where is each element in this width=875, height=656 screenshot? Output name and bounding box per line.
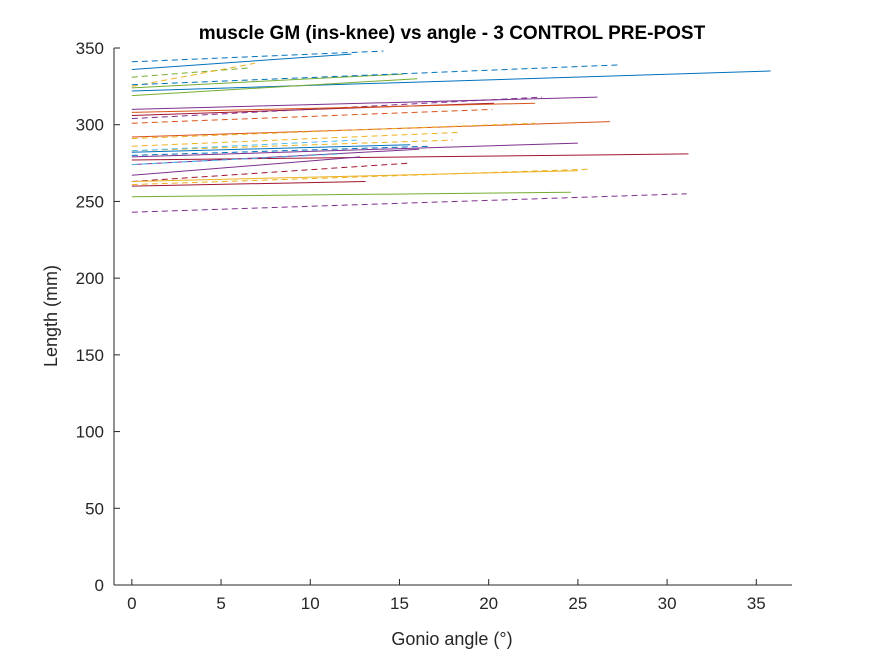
x-tick-label: 15 (390, 594, 409, 613)
series-line-14 (131, 121, 611, 138)
x-tick-label: 10 (301, 594, 320, 613)
series-line-19 (131, 144, 411, 153)
x-tick-label: 30 (658, 594, 677, 613)
y-tick-label: 250 (76, 192, 104, 211)
axes-layer (113, 48, 792, 586)
y-tick-label: 100 (76, 423, 104, 442)
y-tick-label: 0 (95, 576, 104, 595)
series-line-16 (131, 131, 461, 147)
series-line-12 (131, 102, 536, 113)
series-line-17 (131, 139, 454, 152)
y-tick-label: 50 (85, 499, 104, 518)
y-tick-label: 350 (76, 39, 104, 58)
x-tick-label: 20 (479, 594, 498, 613)
series-line-5 (131, 70, 771, 92)
series-line-1 (131, 53, 352, 70)
series-line-8 (131, 64, 619, 86)
x-tick-label: 0 (127, 594, 136, 613)
series-line-30 (131, 191, 571, 198)
plot-area (114, 48, 792, 585)
series-layer (131, 50, 771, 213)
y-tick-label: 300 (76, 116, 104, 135)
x-tick-label: 35 (747, 594, 766, 613)
series-line-18 (131, 139, 357, 152)
series-line-29 (131, 181, 366, 187)
series-line-6 (131, 78, 418, 97)
series-line-27 (131, 168, 589, 186)
series-line-24 (131, 153, 343, 166)
series-line-7 (131, 73, 404, 89)
x-tick-label: 5 (216, 594, 225, 613)
y-tick-label: 200 (76, 269, 104, 288)
series-line-22 (131, 153, 689, 161)
series-line-28 (131, 170, 578, 182)
series-line-13 (131, 108, 493, 124)
x-axis-label: Gonio angle (°) (391, 629, 512, 649)
series-line-9 (131, 96, 598, 110)
chart-title: muscle GM (ins-knee) vs angle - 3 CONTRO… (199, 23, 706, 44)
series-line-31 (131, 193, 687, 213)
series-line-2 (131, 50, 384, 63)
y-axis-label: Length (mm) (41, 265, 61, 367)
series-line-4 (131, 62, 256, 87)
series-line-21 (131, 142, 578, 158)
x-tick-label: 25 (568, 594, 587, 613)
series-line-15 (131, 122, 536, 139)
series-line-25 (131, 156, 361, 176)
y-tick-label: 150 (76, 346, 104, 365)
series-line-26 (131, 162, 411, 182)
